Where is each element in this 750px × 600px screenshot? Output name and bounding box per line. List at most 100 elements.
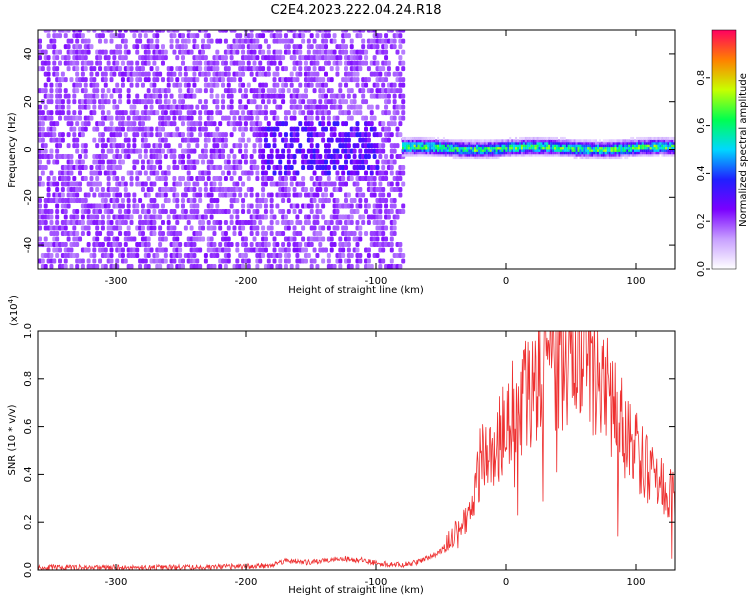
heatmap-cell [129, 60, 134, 66]
heatmap-cell [118, 209, 123, 215]
heatmap-cell [100, 110, 105, 116]
heatmap-cell [661, 144, 664, 148]
heatmap-cell [610, 156, 613, 160]
heatmap-cell [645, 148, 648, 152]
heatmap-cell [511, 151, 514, 155]
heatmap-cell [66, 143, 71, 149]
heatmap-cell [272, 137, 277, 143]
heatmap-cell [610, 141, 613, 145]
heatmap-cell [55, 231, 60, 237]
heatmap-cell [46, 30, 51, 33]
heatmap-cell [195, 137, 200, 143]
heatmap-cell [427, 144, 430, 148]
heatmap-cell [132, 104, 137, 110]
heatmap-cell [651, 151, 654, 155]
heatmap-cell [118, 231, 123, 237]
heatmap-cell [49, 148, 54, 154]
heatmap-cell [501, 146, 504, 150]
heatmap-cell [378, 154, 383, 160]
heatmap-cell [324, 71, 328, 77]
heatmap-cell [289, 71, 294, 77]
heatmap-cell [261, 165, 266, 171]
heatmap-cell [86, 38, 91, 44]
heatmap-cell [243, 154, 248, 160]
heatmap-cell [673, 146, 675, 150]
heatmap-cell [364, 159, 369, 165]
heatmap-cell [515, 151, 518, 155]
heatmap-cell [226, 71, 231, 77]
heatmap-cell [528, 141, 531, 145]
heatmap-cell [386, 110, 391, 116]
heatmap-cell [429, 148, 432, 152]
heatmap-cell [98, 60, 103, 66]
heatmap-cell [369, 121, 374, 127]
heatmap-cell [542, 141, 545, 145]
heatmap-cell [155, 253, 160, 259]
heatmap-cell [548, 151, 551, 155]
heatmap-cell [651, 153, 654, 157]
heatmap-cell [218, 176, 223, 182]
heatmap-cell [229, 220, 234, 226]
heatmap-cell [318, 187, 323, 193]
heatmap-cell [497, 156, 500, 160]
heatmap-cell [446, 151, 449, 155]
heatmap-cell [235, 242, 240, 248]
heatmap-cell [209, 115, 214, 121]
heatmap-cell [409, 139, 412, 143]
heatmap-cell [669, 146, 672, 150]
heatmap-cell [169, 264, 174, 269]
heatmap-cell [532, 148, 535, 152]
heatmap-cell [120, 198, 125, 204]
heatmap-cell [433, 136, 436, 140]
heatmap-cell [634, 146, 637, 150]
heatmap-cell [318, 209, 323, 215]
heatmap-cell [402, 136, 404, 140]
heatmap-cell [138, 264, 143, 269]
heatmap-cell [269, 148, 274, 154]
heatmap-cell [241, 264, 246, 269]
heatmap-cell [158, 165, 163, 171]
heatmap-cell [667, 148, 670, 152]
heatmap-cell [189, 115, 194, 121]
x-tick-label: -300 [105, 577, 128, 588]
heatmap-cell [269, 198, 274, 204]
heatmap-cell [109, 77, 114, 83]
heatmap-cell [489, 151, 492, 155]
heatmap-cell [335, 225, 340, 231]
heatmap-cell [329, 247, 334, 253]
heatmap-cell [634, 148, 637, 152]
heatmap-cell [575, 141, 578, 145]
heatmap-cell [195, 143, 200, 149]
heatmap-cell [389, 236, 394, 242]
heatmap-cell [98, 170, 103, 176]
heatmap-cell [442, 141, 445, 145]
heatmap-cell [519, 144, 521, 148]
heatmap-cell [263, 104, 268, 110]
heatmap-cell [558, 151, 560, 155]
heatmap-cell [546, 146, 549, 150]
y-tick-label: 1.0 [23, 323, 34, 339]
heatmap-cell [78, 82, 83, 88]
heatmap-cell [249, 71, 254, 77]
heatmap-cell [452, 156, 455, 160]
heatmap-cell [218, 220, 223, 226]
heatmap-cell [303, 258, 308, 264]
heatmap-cell [446, 144, 449, 148]
heatmap-cell [129, 220, 134, 226]
heatmap-cell [593, 144, 596, 148]
heatmap-cell [261, 49, 266, 55]
heatmap-cell [616, 151, 619, 155]
heatmap-cell [402, 153, 404, 157]
heatmap-cell [468, 153, 471, 157]
heatmap-cell [503, 151, 506, 155]
heatmap-cell [281, 209, 286, 215]
heatmap-cell [587, 156, 590, 160]
heatmap-cell [140, 165, 145, 171]
heatmap-cell [43, 82, 48, 88]
heatmap-cell [263, 203, 268, 209]
heatmap-cell [431, 141, 434, 145]
heatmap-cell [565, 144, 568, 148]
heatmap-cell [198, 192, 203, 198]
heatmap-cell [209, 110, 214, 116]
heatmap-cell [378, 132, 383, 138]
